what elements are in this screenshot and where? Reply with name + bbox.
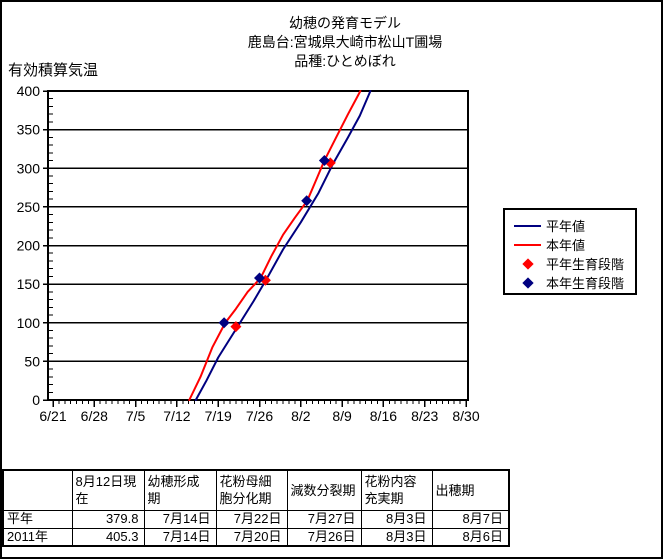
table-cell: 8月7日 xyxy=(431,509,510,529)
svg-text:6/28: 6/28 xyxy=(81,408,108,424)
legend-label: 本年値 xyxy=(546,238,586,253)
table-cell: 8月3日 xyxy=(360,527,433,547)
svg-text:8/2: 8/2 xyxy=(291,408,311,424)
table-cell: 8月6日 xyxy=(431,527,510,547)
legend-item-normal-stages: 平年生育段階 xyxy=(514,254,633,273)
table-header: 花粉母細胞分化期 xyxy=(215,469,288,511)
row-header: 2011年 xyxy=(2,527,73,547)
svg-text:8/30: 8/30 xyxy=(452,408,479,424)
table-cell: 7月27日 xyxy=(286,509,362,529)
chart-title: 幼穂の発育モデル 鹿島台:宮城県大崎市松山T圃場 品種:ひとめぼれ xyxy=(30,14,660,71)
table-header: 減数分裂期 xyxy=(286,469,362,511)
legend-label: 平年生育段階 xyxy=(546,257,625,272)
table-cell: 7月14日 xyxy=(143,509,217,529)
chart-plot-area: 0 50 100 150 200 250 300 350 400 6/21 6/28 7/5 7/12 7… xyxy=(17,83,480,424)
table-cell: 7月14日 xyxy=(143,527,217,547)
table-cell: 7月26日 xyxy=(286,527,362,547)
svg-text:7/5: 7/5 xyxy=(126,408,146,424)
svg-text:8/16: 8/16 xyxy=(370,408,397,424)
table-header: 出穂期 xyxy=(431,469,510,511)
table-cell: 405.3 xyxy=(71,527,145,547)
stage-table: 8月12日現在 幼穂形成期 花粉母細胞分化期 減数分裂期 花粉内容充実期 出穂期… xyxy=(2,469,510,547)
table-header: 8月12日現在 xyxy=(71,469,145,511)
y-axis-title: 有効積算気温 xyxy=(8,62,99,79)
svg-text:100: 100 xyxy=(17,315,41,331)
legend-item-current-line: 本年値 xyxy=(514,235,633,254)
table-row: 平年 379.8 7月14日 7月22日 7月27日 8月3日 8月7日 xyxy=(2,509,510,529)
legend-item-current-stages: 本年生育段階 xyxy=(514,273,633,292)
chart-title-line3: 品種:ひとめぼれ xyxy=(294,53,396,69)
svg-text:7/19: 7/19 xyxy=(205,408,232,424)
legend-label: 平年値 xyxy=(546,219,586,234)
legend-item-normal-line: 平年値 xyxy=(514,216,633,235)
svg-text:400: 400 xyxy=(17,83,41,99)
row-header: 平年 xyxy=(2,509,73,529)
svg-text:8/23: 8/23 xyxy=(411,408,438,424)
legend-label: 本年生育段階 xyxy=(546,276,625,291)
svg-text:350: 350 xyxy=(17,122,41,138)
table-cell: 7月20日 xyxy=(215,527,288,547)
svg-text:200: 200 xyxy=(17,238,41,254)
current-stage-diamond-icon xyxy=(514,276,541,289)
table-header: 花粉内容充実期 xyxy=(360,469,433,511)
normal-stage-diamond-icon xyxy=(514,257,541,270)
svg-text:250: 250 xyxy=(17,199,41,215)
chart-title-line1: 幼穂の発育モデル xyxy=(289,15,401,31)
table-header-row: 8月12日現在 幼穂形成期 花粉母細胞分化期 減数分裂期 花粉内容充実期 出穂期 xyxy=(2,469,510,511)
svg-text:150: 150 xyxy=(17,276,41,292)
svg-text:6/21: 6/21 xyxy=(39,408,66,424)
svg-text:8/9: 8/9 xyxy=(332,408,352,424)
svg-text:300: 300 xyxy=(17,160,41,176)
table-cell: 8月3日 xyxy=(360,509,433,529)
current-line-swatch-icon xyxy=(514,243,541,246)
table-row: 2011年 405.3 7月14日 7月20日 7月26日 8月3日 8月6日 xyxy=(2,527,510,547)
chart-title-line2: 鹿島台:宮城県大崎市松山T圃場 xyxy=(247,34,443,50)
table-header: 幼穂形成期 xyxy=(143,469,217,511)
table-header xyxy=(2,469,73,511)
svg-text:7/26: 7/26 xyxy=(246,408,273,424)
svg-text:50: 50 xyxy=(24,353,40,369)
table-cell: 379.8 xyxy=(71,509,145,529)
normal-line-swatch-icon xyxy=(514,224,541,227)
table-cell: 7月22日 xyxy=(215,509,288,529)
svg-text:7/12: 7/12 xyxy=(163,408,190,424)
svg-text:0: 0 xyxy=(32,392,40,408)
legend: 平年値 本年値 平年生育段階 本年生育段階 xyxy=(503,208,637,295)
